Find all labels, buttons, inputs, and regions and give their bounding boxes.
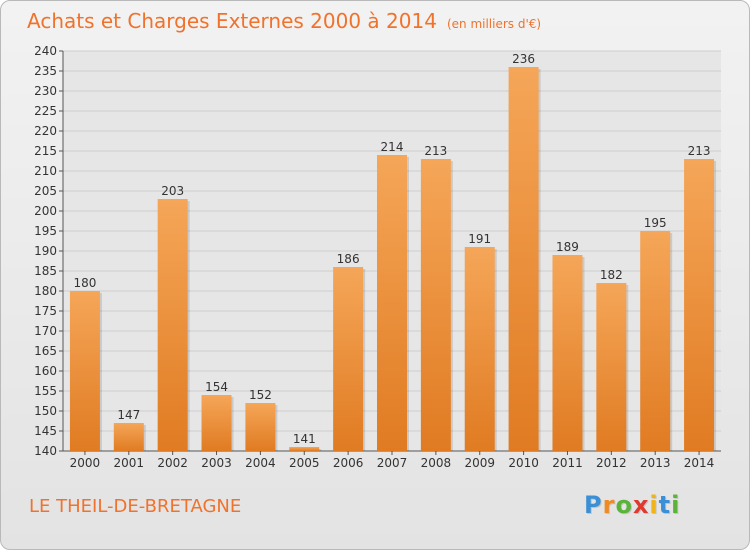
y-tick-label: 165 — [34, 344, 57, 358]
bar-value-label: 186 — [337, 252, 360, 266]
chart-subtitle: (en milliers d'€) — [446, 17, 542, 31]
y-tick-label: 180 — [34, 284, 57, 298]
y-tick-label: 140 — [34, 444, 57, 458]
logo-letter: i — [671, 491, 681, 519]
bar — [377, 155, 407, 451]
bar-value-label: 141 — [293, 432, 316, 446]
commune-name: LE THEIL-DE-BRETAGNE — [29, 496, 242, 517]
logo-letter: r — [602, 491, 616, 519]
bar-value-label: 195 — [644, 216, 667, 230]
bar-value-label: 213 — [424, 144, 447, 158]
bar — [596, 283, 627, 451]
y-tick-label: 145 — [34, 424, 57, 438]
y-tick-label: 150 — [34, 404, 57, 418]
bar-value-label: 213 — [688, 144, 711, 158]
x-tick-label: 2012 — [596, 456, 627, 470]
x-tick-label: 2007 — [377, 456, 408, 470]
logo-letter: P — [584, 491, 603, 519]
bar-value-label: 189 — [556, 240, 579, 254]
y-tick-label: 240 — [34, 44, 57, 58]
bar — [245, 403, 276, 451]
y-tick-label: 170 — [34, 324, 57, 338]
x-tick-label: 2000 — [70, 456, 101, 470]
y-tick-label: 185 — [34, 264, 57, 278]
y-tick-label: 215 — [34, 144, 57, 158]
bar-value-label: 154 — [205, 380, 228, 394]
y-tick-label: 200 — [34, 204, 57, 218]
x-tick-label: 2006 — [333, 456, 364, 470]
y-tick-label: 210 — [34, 164, 57, 178]
y-tick-label: 175 — [34, 304, 57, 318]
bar — [201, 395, 232, 451]
bar-value-label: 147 — [117, 408, 140, 422]
bar — [508, 67, 539, 451]
bar-value-label: 182 — [600, 268, 623, 282]
bar-value-label: 214 — [381, 140, 404, 154]
x-tick-label: 2004 — [245, 456, 276, 470]
y-tick-label: 160 — [34, 364, 57, 378]
y-tick-label: 190 — [34, 244, 57, 258]
proxiti-logo: Proxiti — [584, 491, 680, 519]
bar — [464, 247, 495, 451]
logo-letter: i — [649, 491, 659, 519]
logo-letter: t — [658, 491, 672, 519]
x-tick-label: 2014 — [684, 456, 715, 470]
y-tick-label: 155 — [34, 384, 57, 398]
logo-letter: x — [632, 491, 650, 519]
labels: 1401451501551601651701751801851901952002… — [34, 44, 714, 470]
x-tick-label: 2011 — [552, 456, 583, 470]
x-tick-label: 2002 — [157, 456, 188, 470]
bar-value-label: 191 — [468, 232, 491, 246]
bar-value-label: 180 — [73, 276, 96, 290]
bar-value-label: 152 — [249, 388, 272, 402]
bar — [289, 447, 320, 451]
bar — [113, 423, 144, 451]
x-tick-label: 2009 — [464, 456, 495, 470]
bar-value-label: 203 — [161, 184, 184, 198]
y-tick-label: 225 — [34, 104, 57, 118]
bar-value-label: 236 — [512, 52, 535, 66]
bars — [69, 67, 717, 451]
chart-title: Achats et Charges Externes 2000 à 2014 (e… — [27, 9, 542, 33]
bar — [157, 199, 188, 451]
x-tick-label: 2013 — [640, 456, 671, 470]
x-tick-label: 2001 — [114, 456, 145, 470]
bar — [69, 291, 100, 451]
y-tick-label: 230 — [34, 84, 57, 98]
y-tick-label: 220 — [34, 124, 57, 138]
x-tick-label: 2003 — [201, 456, 232, 470]
x-tick-label: 2008 — [421, 456, 452, 470]
bar — [333, 267, 364, 451]
bar — [640, 231, 671, 451]
y-tick-label: 195 — [34, 224, 57, 238]
y-tick-label: 205 — [34, 184, 57, 198]
y-tick-label: 235 — [34, 64, 57, 78]
bar — [552, 255, 583, 451]
x-tick-label: 2005 — [289, 456, 320, 470]
bar — [420, 159, 451, 451]
bar — [684, 159, 715, 451]
logo-letter: o — [615, 491, 633, 519]
x-tick-label: 2010 — [508, 456, 539, 470]
